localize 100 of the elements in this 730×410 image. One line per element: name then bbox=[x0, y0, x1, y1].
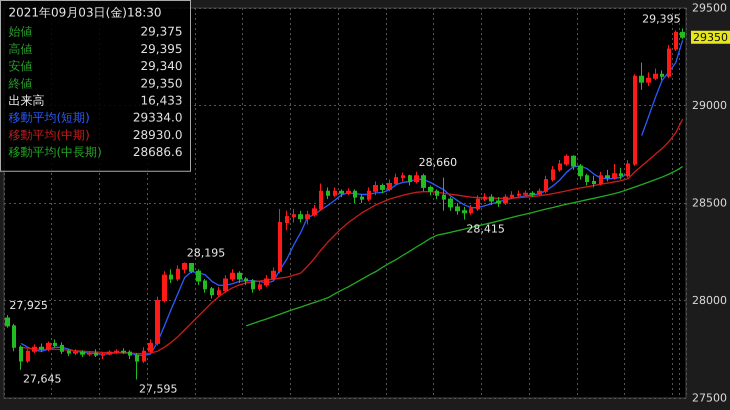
candlestick bbox=[455, 202, 460, 216]
candlestick bbox=[53, 339, 57, 348]
candlestick bbox=[373, 181, 378, 196]
candlestick bbox=[353, 188, 357, 204]
candlestick bbox=[646, 72, 651, 86]
candlestick bbox=[121, 348, 126, 355]
candlestick bbox=[155, 296, 160, 346]
candlestick bbox=[251, 278, 255, 294]
candlestick bbox=[176, 264, 180, 282]
candlestick bbox=[537, 188, 542, 196]
candlestick bbox=[517, 190, 521, 198]
candlestick bbox=[394, 173, 398, 186]
candlestick bbox=[496, 196, 501, 208]
candlestick bbox=[435, 188, 439, 200]
candlestick bbox=[408, 174, 412, 186]
candlestick bbox=[107, 350, 112, 356]
candlestick bbox=[305, 210, 310, 225]
candlestick bbox=[298, 210, 303, 223]
text: 27,925 bbox=[9, 299, 48, 312]
candlestick bbox=[19, 344, 23, 370]
candlestick bbox=[80, 350, 85, 358]
candlestick bbox=[626, 160, 630, 178]
candlestick bbox=[94, 348, 98, 358]
candlestick bbox=[578, 164, 583, 180]
candlestick bbox=[483, 192, 487, 202]
annotation: 29,340 bbox=[140, 59, 182, 74]
candlestick bbox=[346, 188, 351, 196]
text: 28,415 bbox=[466, 222, 505, 236]
candlestick bbox=[12, 323, 16, 352]
candlestick bbox=[462, 206, 467, 220]
candlestick bbox=[128, 350, 132, 360]
candlestick bbox=[217, 286, 221, 298]
text: 27,645 bbox=[23, 372, 62, 386]
candlestick bbox=[148, 339, 153, 354]
candlestick bbox=[448, 196, 453, 212]
candlestick bbox=[142, 346, 146, 364]
candlestick bbox=[476, 194, 480, 212]
candlestick bbox=[39, 342, 44, 353]
candlestick bbox=[26, 348, 30, 364]
candlestick bbox=[182, 262, 187, 274]
candlestick bbox=[523, 190, 528, 197]
candlestick bbox=[599, 171, 603, 186]
candlestick bbox=[169, 268, 173, 284]
candlestick bbox=[387, 179, 392, 192]
annotation: 始値 bbox=[8, 24, 32, 39]
annotation: 29,375 bbox=[140, 24, 182, 39]
annotation: 高値 bbox=[8, 42, 32, 56]
y-tick-label: 28000 bbox=[692, 294, 728, 307]
candlestick bbox=[605, 169, 610, 182]
candlestick bbox=[237, 270, 242, 284]
candlestick bbox=[271, 266, 276, 282]
candlestick bbox=[544, 175, 548, 194]
candlestick bbox=[619, 167, 623, 180]
candlestick bbox=[101, 352, 105, 360]
candlestick bbox=[633, 74, 637, 166]
text: 28,660 bbox=[418, 156, 458, 169]
text: 移動平均(中長期) bbox=[8, 145, 102, 160]
candlestick bbox=[230, 268, 235, 282]
candlestick bbox=[530, 190, 535, 198]
candlestick bbox=[551, 165, 555, 182]
candlestick bbox=[196, 268, 201, 286]
candlestick bbox=[401, 172, 405, 182]
candlestick bbox=[414, 171, 419, 184]
candlestick bbox=[223, 274, 228, 294]
candlestick bbox=[510, 190, 514, 200]
annotation: 29,395 bbox=[140, 42, 182, 56]
candlestick bbox=[674, 30, 678, 52]
candlestick bbox=[612, 164, 617, 180]
candlestick bbox=[326, 186, 330, 200]
annotation: 出来高 bbox=[8, 94, 44, 108]
annotation: 安値 bbox=[8, 59, 32, 74]
text: 28,195 bbox=[186, 246, 226, 260]
annotation: 28930.0 bbox=[132, 128, 182, 142]
candlestick bbox=[667, 44, 671, 79]
text: 移動平均(中期) bbox=[8, 128, 90, 142]
annotation: 29,350 bbox=[140, 76, 182, 90]
annotation: 2021年09月03日(金)18:30 bbox=[8, 6, 162, 20]
candlestick bbox=[367, 186, 371, 202]
candlestick bbox=[264, 274, 269, 288]
candlestick bbox=[244, 276, 248, 286]
line-series bbox=[245, 166, 684, 326]
candlestick bbox=[67, 348, 71, 357]
annotation: 16,433 bbox=[140, 94, 182, 108]
candlestick bbox=[162, 270, 167, 303]
candlestick bbox=[319, 183, 323, 212]
candlestick bbox=[203, 278, 207, 294]
candlestick bbox=[339, 188, 344, 198]
annotation: 28686.6 bbox=[132, 145, 182, 160]
candlestick bbox=[73, 348, 78, 356]
candlestick bbox=[653, 68, 658, 81]
candlestick bbox=[421, 173, 426, 192]
candlestick bbox=[5, 314, 10, 328]
candlestick bbox=[285, 210, 289, 231]
text: 29350 bbox=[693, 30, 728, 44]
text: 移動平均(短期) bbox=[8, 110, 90, 125]
text: 29,395 bbox=[642, 12, 681, 26]
candlestick bbox=[46, 340, 51, 352]
candlestick bbox=[660, 70, 664, 81]
y-tick-label: 29000 bbox=[692, 99, 728, 112]
candlestick bbox=[585, 173, 589, 186]
